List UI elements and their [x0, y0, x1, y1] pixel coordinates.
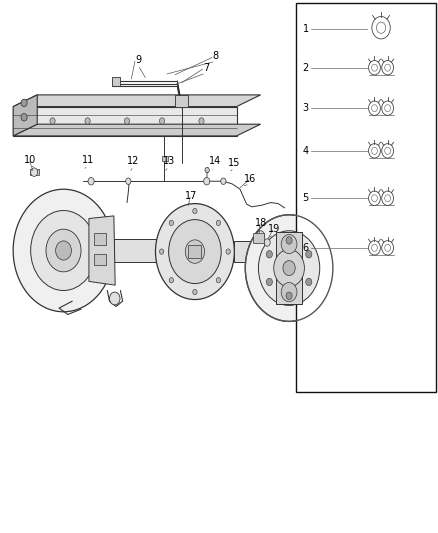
- Circle shape: [226, 249, 230, 254]
- Bar: [188, 245, 201, 258]
- Circle shape: [283, 261, 295, 276]
- Circle shape: [266, 278, 272, 286]
- Circle shape: [31, 168, 38, 176]
- Text: 2: 2: [303, 63, 309, 72]
- Text: 7: 7: [203, 63, 209, 72]
- Circle shape: [159, 249, 164, 254]
- Text: 1: 1: [303, 25, 309, 34]
- Polygon shape: [13, 95, 37, 136]
- Polygon shape: [13, 124, 261, 136]
- Circle shape: [169, 220, 173, 225]
- Text: 16: 16: [244, 174, 256, 183]
- Bar: [162, 156, 168, 161]
- Text: 12: 12: [127, 156, 140, 166]
- Circle shape: [216, 220, 221, 225]
- Bar: [296, 3, 436, 392]
- Circle shape: [257, 231, 265, 240]
- Circle shape: [21, 114, 27, 121]
- Bar: [253, 233, 264, 243]
- Circle shape: [281, 235, 297, 254]
- Circle shape: [204, 177, 210, 185]
- Circle shape: [21, 99, 27, 107]
- Text: 19: 19: [268, 224, 280, 234]
- Text: 18: 18: [254, 218, 267, 228]
- Circle shape: [169, 278, 173, 283]
- Text: 8: 8: [212, 51, 219, 61]
- Text: 15: 15: [228, 158, 240, 167]
- Circle shape: [245, 215, 333, 321]
- Polygon shape: [276, 232, 302, 304]
- Text: 3: 3: [303, 103, 309, 113]
- Circle shape: [286, 292, 292, 300]
- Circle shape: [221, 178, 226, 184]
- Circle shape: [199, 118, 204, 124]
- Circle shape: [266, 251, 272, 258]
- Bar: [94, 233, 106, 245]
- Text: 14: 14: [208, 157, 221, 166]
- Circle shape: [205, 167, 209, 173]
- Circle shape: [193, 289, 197, 295]
- Polygon shape: [89, 216, 115, 285]
- Circle shape: [258, 231, 320, 305]
- Circle shape: [124, 118, 130, 124]
- Polygon shape: [13, 107, 237, 136]
- Bar: [112, 77, 120, 86]
- Text: 11: 11: [81, 155, 94, 165]
- Circle shape: [306, 278, 312, 286]
- Circle shape: [50, 118, 55, 124]
- Circle shape: [110, 292, 120, 305]
- Circle shape: [56, 241, 71, 260]
- Circle shape: [281, 282, 297, 302]
- Text: 4: 4: [303, 146, 309, 156]
- Text: 9: 9: [135, 55, 141, 64]
- Polygon shape: [13, 95, 261, 107]
- Circle shape: [216, 278, 221, 283]
- Bar: [175, 95, 188, 107]
- Circle shape: [31, 211, 96, 290]
- Text: 17: 17: [185, 191, 198, 201]
- Circle shape: [169, 220, 221, 284]
- Circle shape: [274, 249, 304, 287]
- Circle shape: [13, 189, 114, 312]
- Bar: [30, 169, 39, 175]
- Circle shape: [85, 118, 90, 124]
- Bar: [114, 239, 186, 262]
- Circle shape: [264, 239, 270, 246]
- Text: 10: 10: [24, 155, 36, 165]
- Bar: [94, 254, 106, 265]
- Circle shape: [185, 240, 205, 263]
- Circle shape: [159, 118, 165, 124]
- Bar: [234, 241, 298, 262]
- Circle shape: [88, 177, 94, 185]
- Circle shape: [126, 178, 131, 184]
- Circle shape: [155, 204, 234, 300]
- Text: 13: 13: [162, 156, 175, 166]
- Text: 5: 5: [303, 193, 309, 203]
- Circle shape: [286, 237, 292, 244]
- Text: 6: 6: [303, 243, 309, 253]
- Circle shape: [306, 251, 312, 258]
- Circle shape: [193, 208, 197, 214]
- Circle shape: [46, 229, 81, 272]
